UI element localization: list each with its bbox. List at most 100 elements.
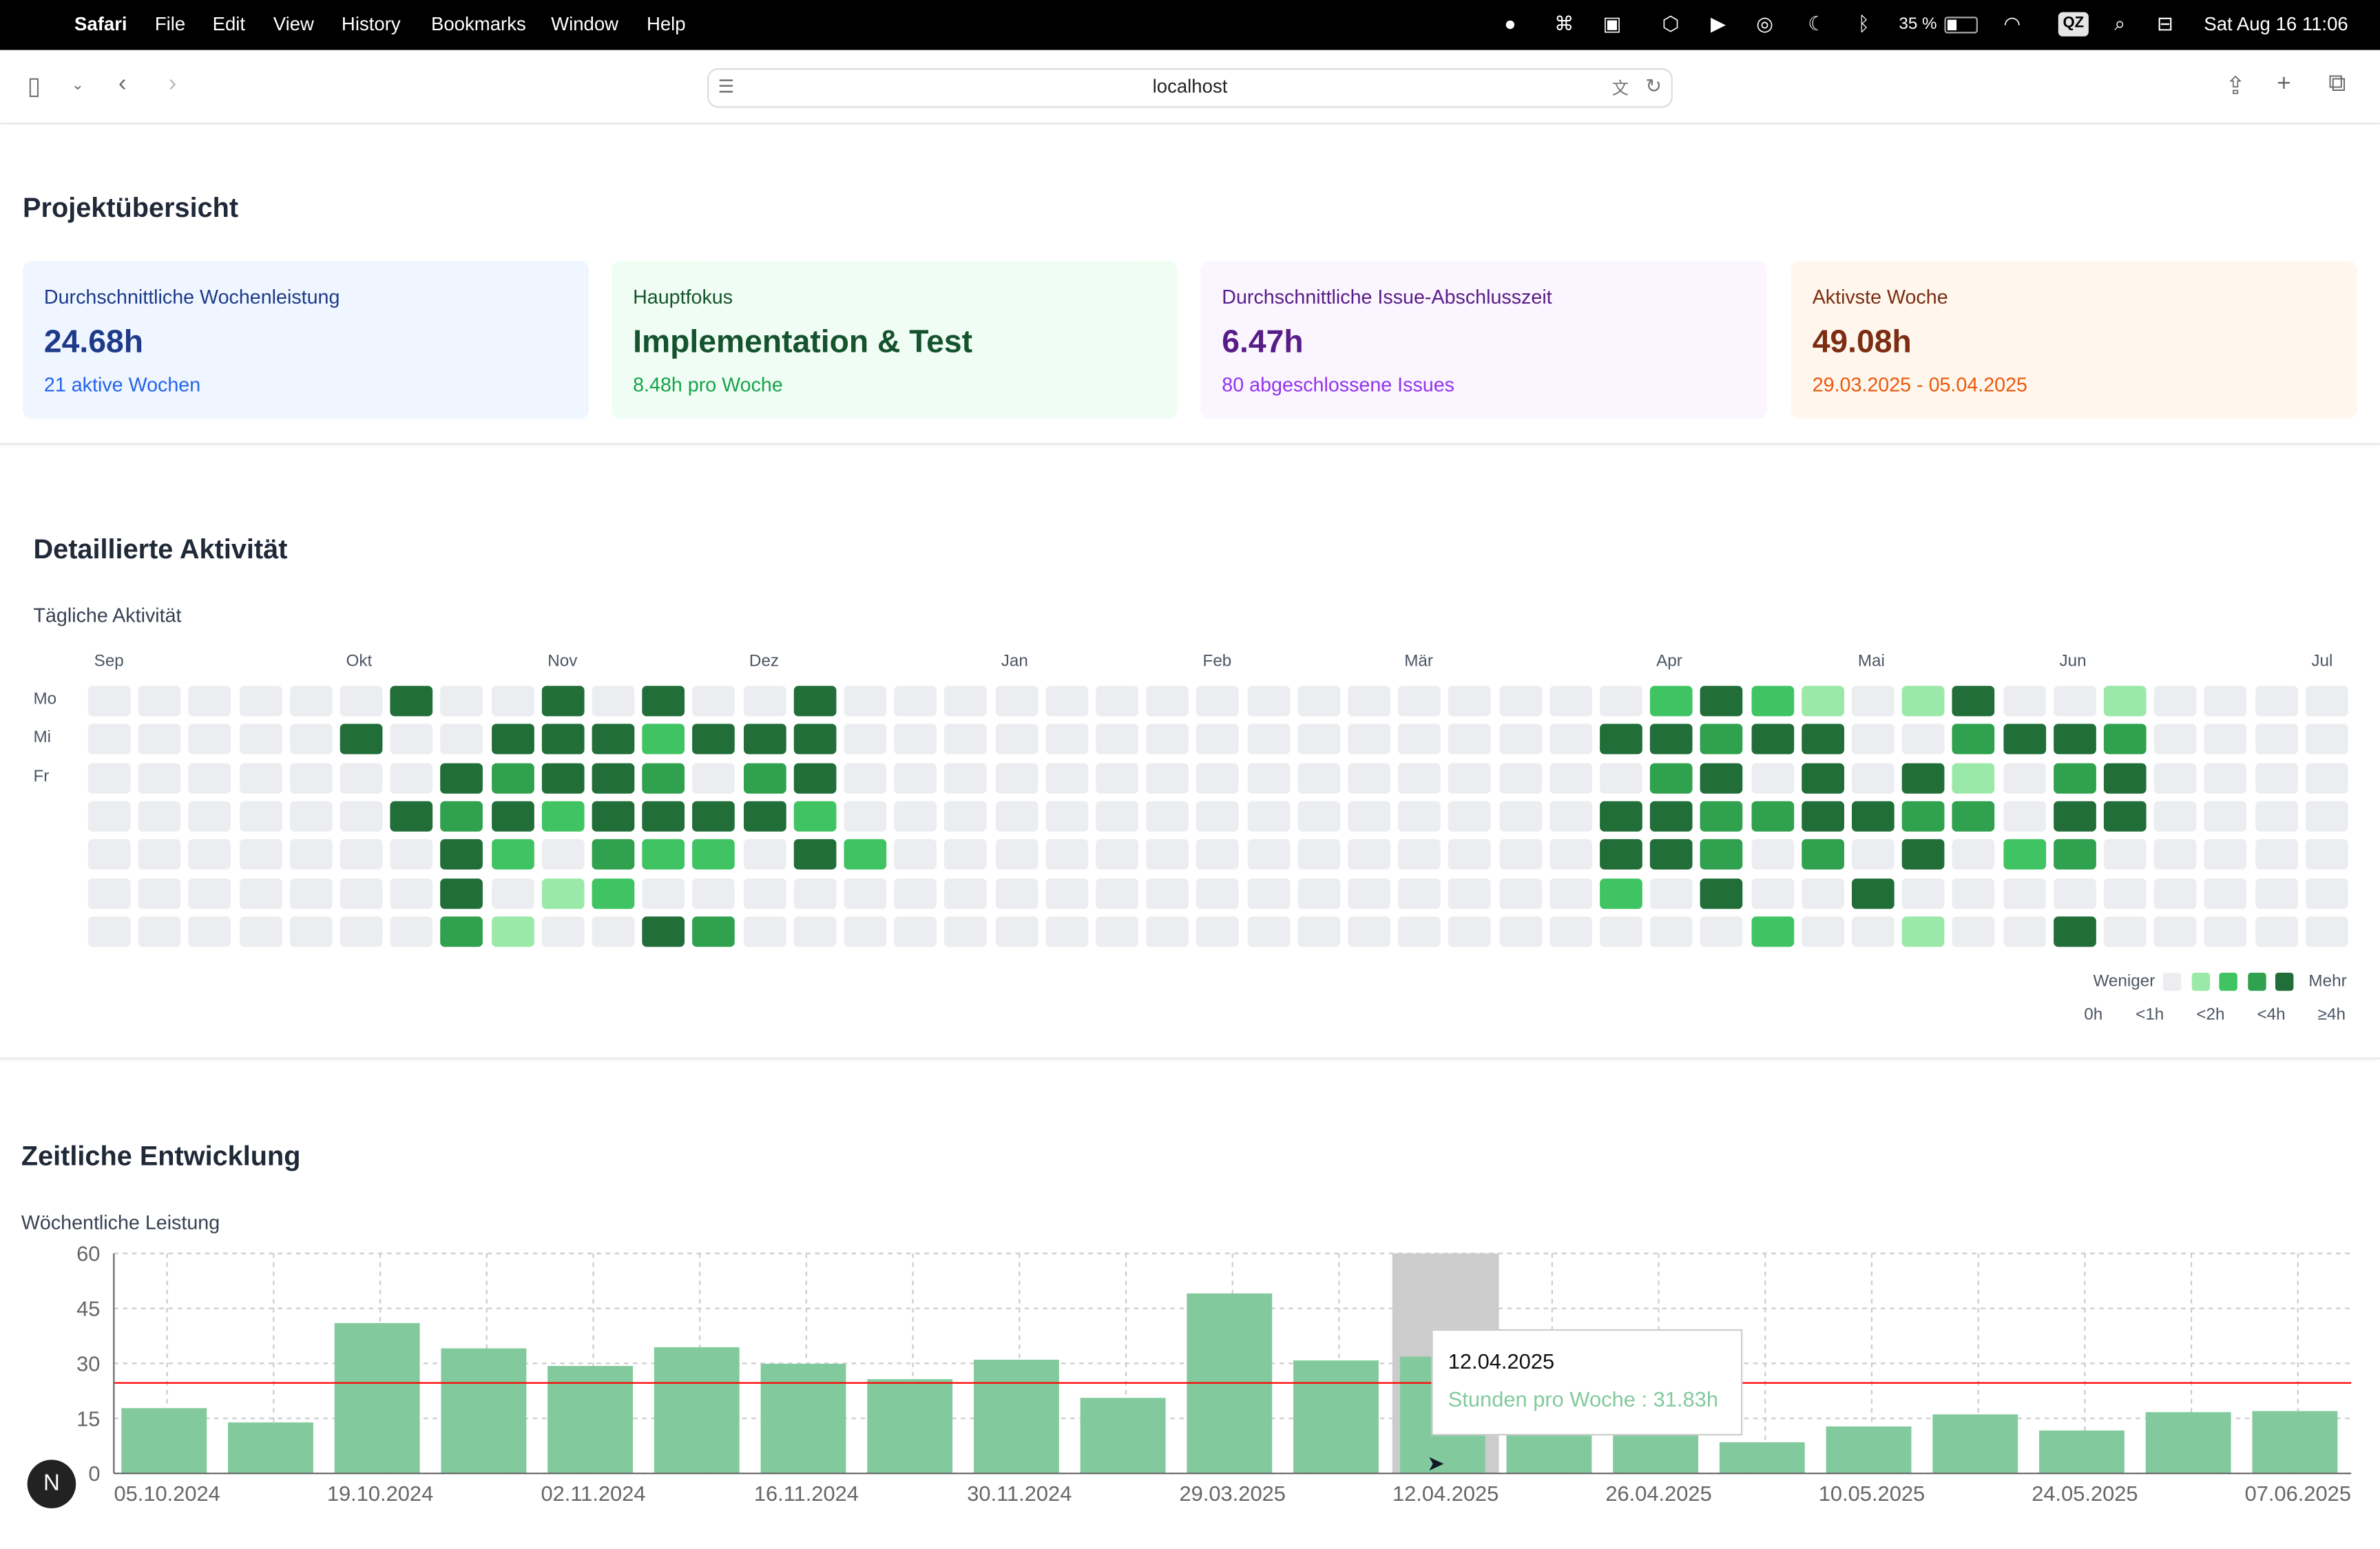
heatmap-cell[interactable] [1146,686,1189,717]
heatmap-cell[interactable] [793,762,837,793]
heatmap-cell[interactable] [994,839,1038,870]
heatmap-cell[interactable] [1902,878,1945,909]
heatmap-cell[interactable] [1700,762,1744,793]
heatmap-cell[interactable] [2154,878,2197,909]
spotlight-icon[interactable]: ⌕ [2114,12,2126,35]
heatmap-cell[interactable] [1751,801,1794,832]
heatmap-cell[interactable] [2255,878,2298,909]
bar[interactable] [1719,1442,1805,1474]
heatmap-cell[interactable] [1146,916,1189,947]
heatmap-cell[interactable] [1902,916,1945,947]
heatmap-cell[interactable] [592,801,635,832]
heatmap-cell[interactable] [2053,839,2096,870]
heatmap-cell[interactable] [793,686,837,717]
heatmap-cell[interactable] [390,839,433,870]
heatmap-cell[interactable] [1096,762,1139,793]
sidebar-icon[interactable]: ▯ [27,74,41,101]
heatmap-cell[interactable] [692,916,735,947]
heatmap-cell[interactable] [743,762,786,793]
heatmap-cell[interactable] [1045,762,1088,793]
heatmap-cell[interactable] [894,878,937,909]
chevron-down-icon[interactable]: ⌄ [71,77,85,94]
menu-history[interactable]: History [341,13,401,35]
heatmap-cell[interactable] [1499,724,1542,755]
heatmap-cell[interactable] [994,724,1038,755]
heatmap-cell[interactable] [944,839,988,870]
heatmap-cell[interactable] [1852,724,1894,755]
bar[interactable] [1080,1398,1166,1474]
heatmap-cell[interactable] [692,724,735,755]
heatmap-cell[interactable] [1852,916,1894,947]
heatmap-cell[interactable] [239,801,282,832]
heatmap-cell[interactable] [1348,839,1390,870]
heatmap-cell[interactable] [692,686,735,717]
heatmap-cell[interactable] [239,916,282,947]
heatmap-cell[interactable] [87,801,131,832]
heatmap-cell[interactable] [793,801,837,832]
heatmap-cell[interactable] [541,839,585,870]
heatmap-cell[interactable] [1499,916,1542,947]
heatmap-cell[interactable] [844,724,887,755]
heatmap-cell[interactable] [1045,839,1088,870]
heatmap-cell[interactable] [793,878,837,909]
heatmap-cell[interactable] [2003,916,2046,947]
heatmap-cell[interactable] [138,916,181,947]
bar[interactable] [1293,1360,1379,1474]
heatmap-cell[interactable] [87,686,131,717]
input-source[interactable]: QZ [2058,12,2089,36]
heatmap-cell[interactable] [1852,762,1894,793]
heatmap-cell[interactable] [1348,724,1390,755]
heatmap-cell[interactable] [1499,762,1542,793]
heatmap-cell[interactable] [340,762,383,793]
heatmap-cell[interactable] [1499,839,1542,870]
heatmap-cell[interactable] [1246,762,1290,793]
heatmap-cell[interactable] [340,916,383,947]
heatmap-cell[interactable] [1801,762,1844,793]
heatmap-cell[interactable] [2255,916,2298,947]
bar[interactable] [973,1360,1059,1474]
heatmap-cell[interactable] [1348,762,1390,793]
heatmap-cell[interactable] [1549,686,1592,717]
bluetooth-icon[interactable]: ᛒ [1857,12,1870,35]
heatmap-cell[interactable] [441,878,483,909]
heatmap-cell[interactable] [1146,801,1189,832]
heatmap-cell[interactable] [642,878,685,909]
heatmap-cell[interactable] [1801,878,1844,909]
heatmap-cell[interactable] [642,686,685,717]
heatmap-cell[interactable] [390,762,433,793]
heatmap-cell[interactable] [1751,916,1794,947]
heatmap-cell[interactable] [1398,801,1441,832]
heatmap-cell[interactable] [87,762,131,793]
heatmap-cell[interactable] [1096,801,1139,832]
bar[interactable] [334,1323,420,1474]
heatmap-cell[interactable] [1902,839,1945,870]
heatmap-cell[interactable] [239,839,282,870]
box-icon[interactable]: ⬡ [1662,12,1680,35]
heatmap-cell[interactable] [1448,801,1492,832]
heatmap-cell[interactable] [2053,801,2096,832]
heatmap-cell[interactable] [1045,724,1088,755]
heatmap-cell[interactable] [289,801,333,832]
heatmap-cell[interactable] [2003,801,2046,832]
new-tab-icon[interactable]: + [2277,71,2291,98]
heatmap-cell[interactable] [592,762,635,793]
heatmap-cell[interactable] [1751,762,1794,793]
nextjs-dev-button[interactable]: N [27,1460,76,1508]
heatmap-cell[interactable] [87,916,131,947]
heatmap-cell[interactable] [1096,916,1139,947]
heatmap-cell[interactable] [541,801,585,832]
heatmap-cell[interactable] [743,686,786,717]
heatmap-cell[interactable] [1549,916,1592,947]
heatmap-cell[interactable] [2204,916,2247,947]
menu-view[interactable]: View [273,13,314,35]
heatmap-cell[interactable] [1852,839,1894,870]
heatmap-cell[interactable] [1146,878,1189,909]
heatmap-cell[interactable] [2154,724,2197,755]
heatmap-cell[interactable] [2103,686,2147,717]
heatmap-cell[interactable] [592,724,635,755]
heatmap-cell[interactable] [1196,801,1240,832]
page-menu-icon[interactable]: ☰ [718,76,735,98]
heatmap-cell[interactable] [2204,801,2247,832]
heatmap-cell[interactable] [1700,916,1744,947]
heatmap-cell[interactable] [1700,878,1744,909]
